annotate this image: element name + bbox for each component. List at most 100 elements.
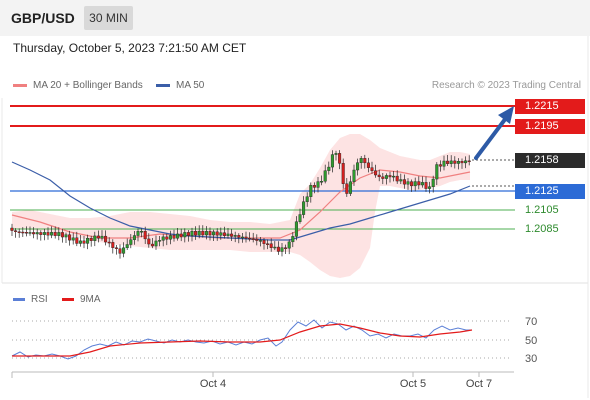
candle-body (197, 230, 201, 236)
candle-body (413, 181, 417, 187)
candle-body (402, 179, 406, 185)
candle-body (158, 240, 162, 242)
candle-body (258, 240, 262, 242)
candle-body (345, 183, 349, 194)
rsi-level-30: 30 (525, 353, 537, 365)
price-label-resistance-1: 1.2215 (515, 99, 585, 114)
candle-body (150, 243, 154, 247)
candle-body (453, 160, 457, 164)
legend-ma50-label: MA 50 (176, 80, 205, 91)
rsi-swatch (13, 298, 25, 301)
legend-rsi: RSI (13, 294, 48, 305)
candle-body (294, 221, 298, 237)
price-label-support-1: 1.2105 (525, 204, 559, 216)
candle-body (359, 158, 363, 163)
candle-body (338, 153, 342, 164)
candle-body (435, 164, 439, 180)
candle-body (104, 235, 108, 243)
candle-body (176, 233, 180, 239)
rsi-ma-line (12, 323, 473, 357)
candle-body (384, 175, 388, 179)
candle-body (68, 234, 72, 241)
candle-body (446, 160, 450, 164)
candle-body (215, 231, 219, 236)
candle-body (410, 181, 414, 187)
candle-body (194, 231, 198, 236)
legend-rsi-label: RSI (31, 294, 48, 305)
candle-body (190, 231, 194, 236)
candle-body (78, 240, 82, 244)
rsi-level-70: 70 (525, 316, 537, 328)
candle-body (460, 161, 464, 164)
attribution: Research © 2023 Trading Central (431, 80, 581, 91)
x-label-oct4: Oct 4 (200, 378, 226, 390)
candle-body (201, 230, 205, 236)
candle-body (298, 214, 302, 222)
candle-body (204, 231, 208, 236)
candle-body (35, 232, 39, 235)
candle-body (86, 237, 90, 244)
candle-body (442, 160, 446, 167)
candle-body (420, 182, 424, 186)
header-bar: GBP/USD 30 MIN (0, 0, 590, 36)
candle-body (39, 232, 43, 235)
candle-body (136, 231, 140, 236)
candle-body (388, 175, 392, 178)
candle-body (100, 235, 104, 239)
candle-body (251, 238, 255, 240)
candle-body (132, 235, 136, 240)
candle-body (377, 174, 381, 178)
candle-body (28, 232, 32, 234)
candle-body (240, 236, 244, 239)
candle-body (381, 176, 385, 179)
ma50-swatch (156, 84, 170, 87)
candle-body (129, 239, 133, 245)
candle-body (449, 160, 453, 164)
candle-body (75, 237, 79, 244)
candle-body (330, 154, 334, 168)
price-label-support-2: 1.2085 (525, 223, 559, 235)
candle-body (143, 231, 147, 240)
candle-body (456, 161, 460, 164)
candle-body (154, 240, 158, 247)
candle-body (262, 240, 266, 244)
candlesticks (10, 150, 471, 259)
candle-body (42, 232, 46, 235)
candle-body (53, 232, 57, 236)
candle-body (276, 246, 280, 252)
candle-body (424, 182, 428, 189)
candle-body (363, 158, 367, 164)
candle-body (57, 232, 61, 236)
candle-body (165, 236, 169, 240)
pair-title: GBP/USD (11, 10, 75, 26)
candle-body (266, 243, 270, 245)
candle-body (255, 238, 259, 241)
candle-body (399, 179, 403, 182)
legend-ma20-label: MA 20 + Bollinger Bands (33, 80, 143, 91)
candle-body (248, 237, 252, 240)
candle-body (464, 160, 468, 164)
candle-body (284, 247, 288, 249)
candle-body (280, 247, 284, 252)
candle-body (147, 238, 151, 245)
x-label-oct7: Oct 7 (466, 378, 492, 390)
candle-body (122, 247, 126, 254)
candle-body (341, 163, 345, 184)
x-label-oct5: Oct 5 (400, 378, 426, 390)
candle-body (334, 153, 338, 155)
legend-ma20: MA 20 + Bollinger Bands (13, 80, 143, 91)
candle-body (291, 236, 295, 243)
candle-body (96, 235, 100, 239)
candle-body (392, 175, 396, 178)
candle-body (309, 185, 313, 197)
candle-body (168, 235, 172, 240)
candle-body (46, 232, 50, 236)
candle-body (348, 181, 352, 194)
candle-body (125, 244, 129, 249)
timeframe-button[interactable]: 30 MIN (84, 6, 133, 30)
candle-body (60, 232, 64, 238)
forecast-arrow-icon (474, 106, 514, 160)
candle-body (438, 164, 442, 167)
candle-body (161, 236, 165, 241)
